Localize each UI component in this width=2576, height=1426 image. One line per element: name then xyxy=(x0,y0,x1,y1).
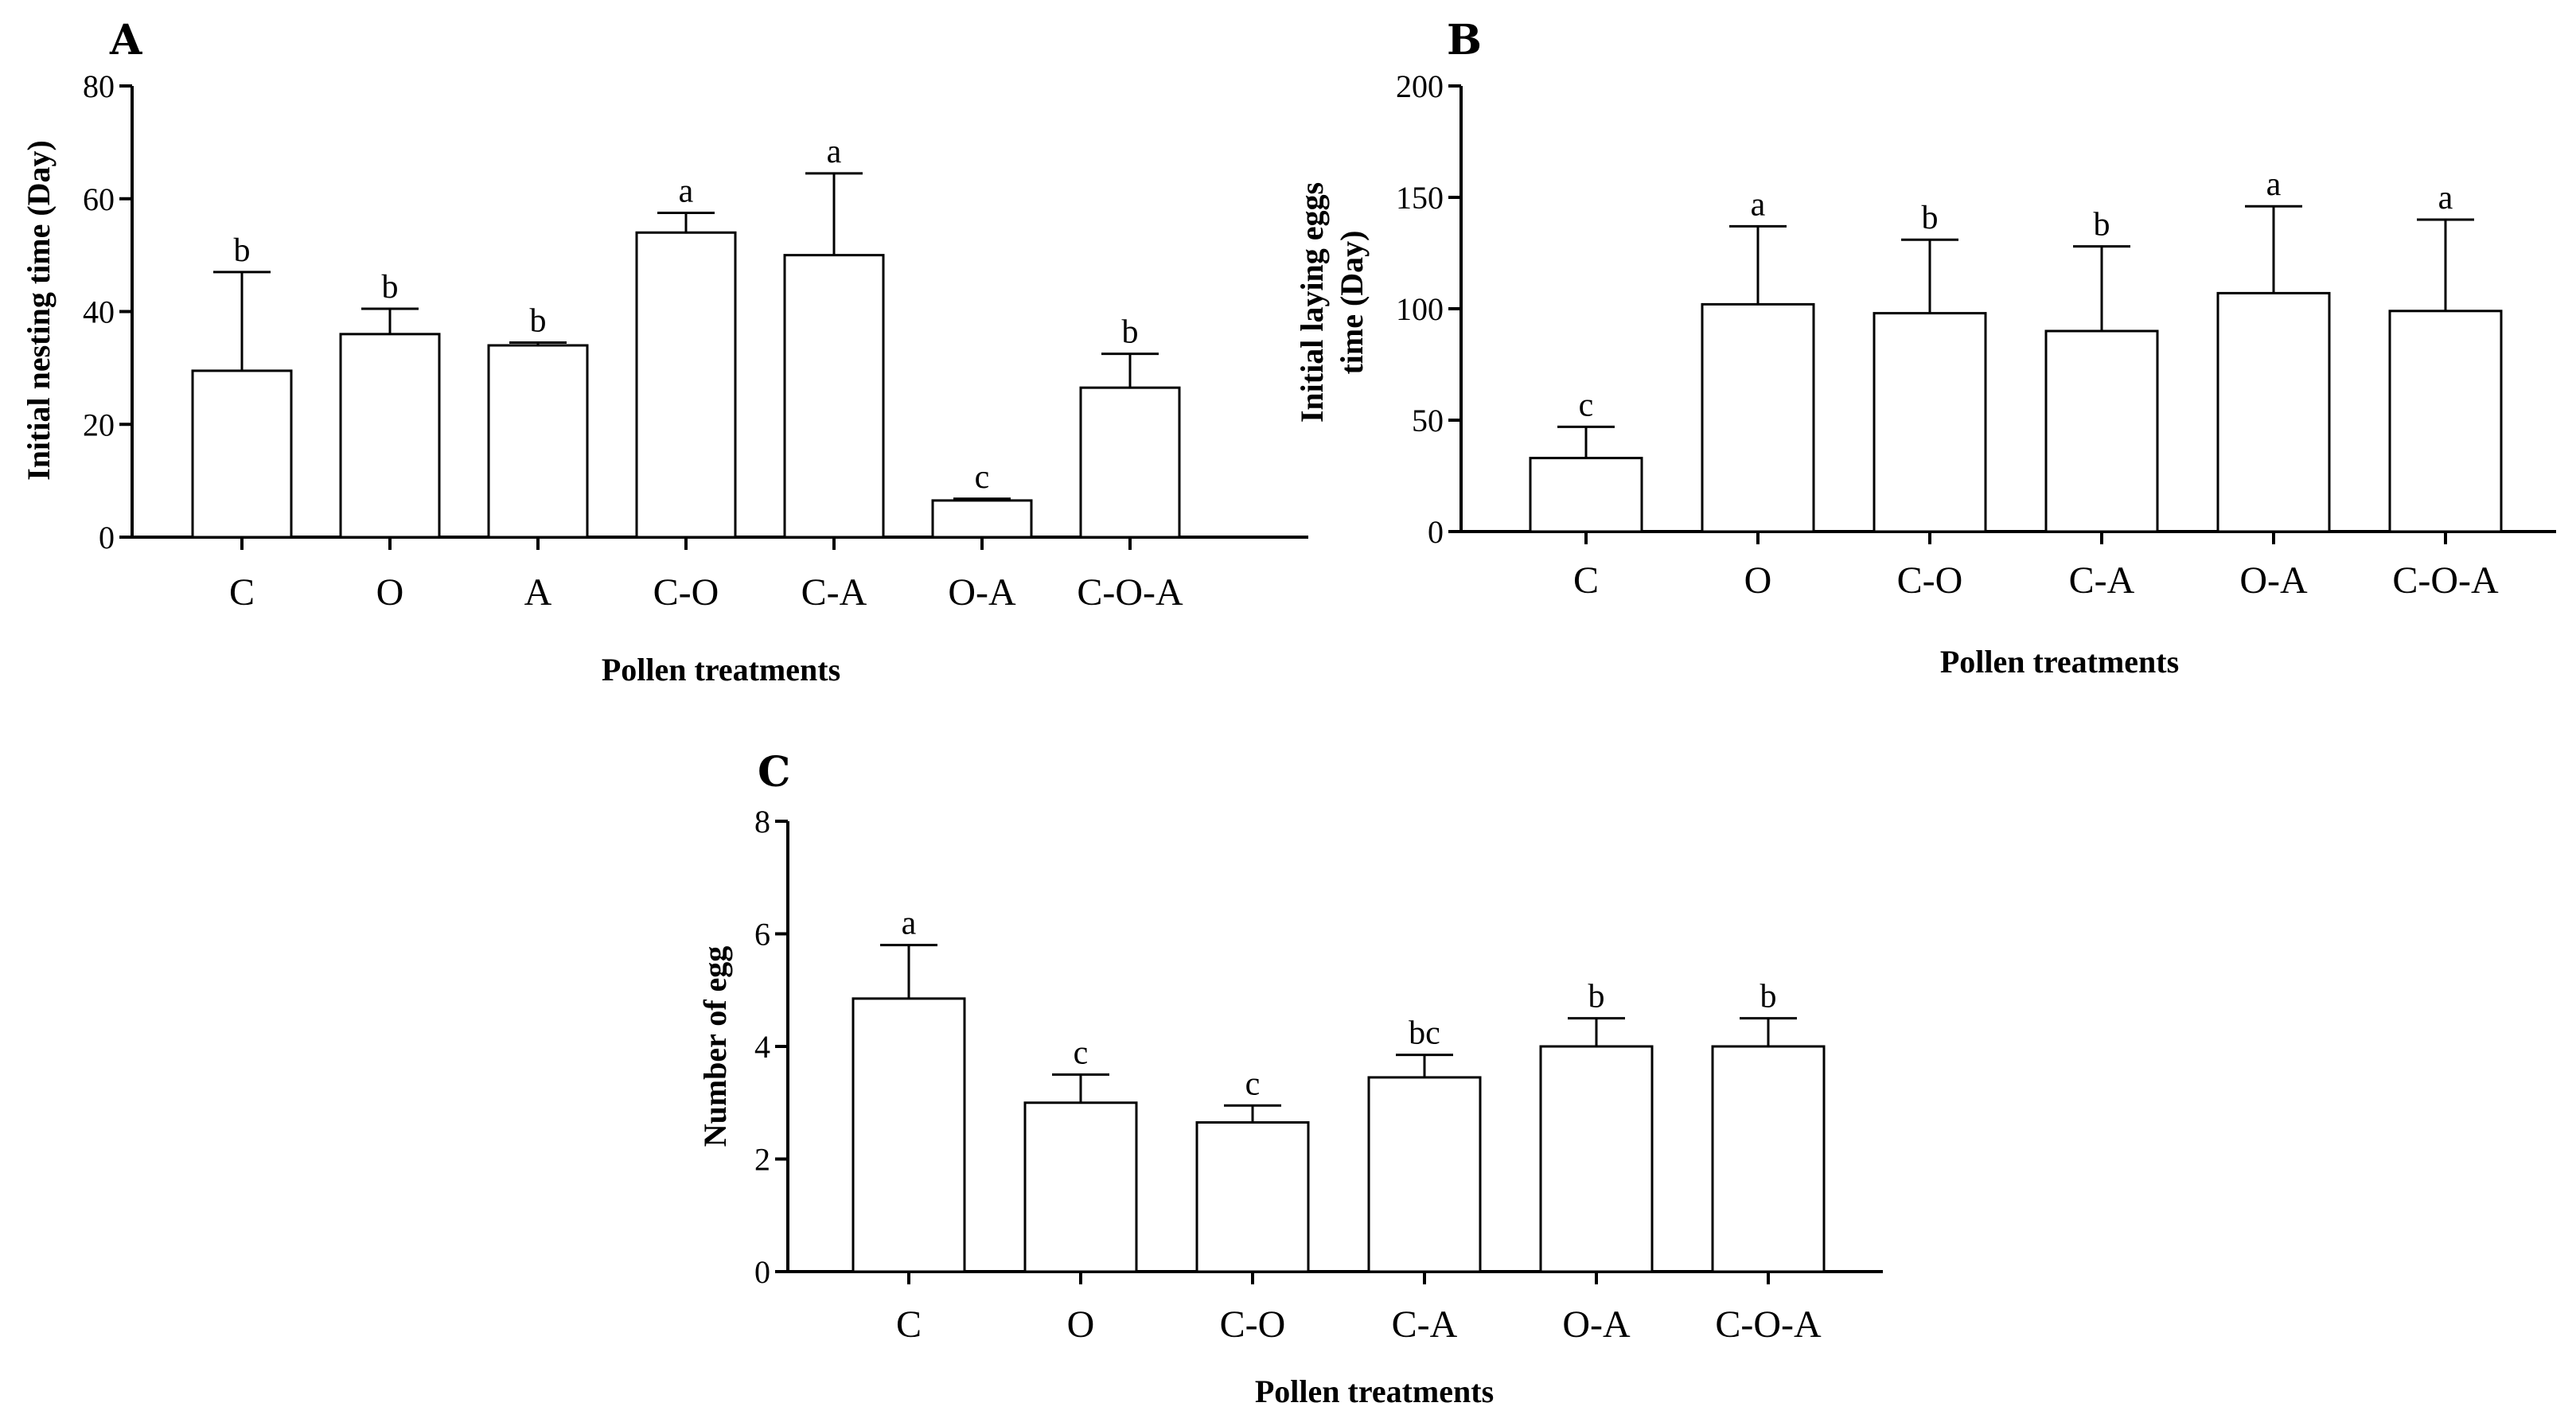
panel-b-x-tick-label: C-O-A xyxy=(2392,559,2499,602)
panel-c: C Number of egg Pollen treatments 0 2 4 6 8 a… xyxy=(697,748,1883,1409)
panel-a-significance-letter: b xyxy=(234,232,251,269)
panel-a-letter: A xyxy=(109,16,142,64)
panel-c-x-tick-label: O-A xyxy=(1562,1303,1631,1346)
panel-b-letter: B xyxy=(1447,16,1482,64)
panel-a-significance-letter: b xyxy=(382,269,399,306)
panel-c-y-axis-title: Number of egg xyxy=(697,946,733,1147)
panel-b-x-axis-title: Pollen treatments xyxy=(1940,644,2179,680)
panel-a-bar xyxy=(339,333,441,539)
panel-b-bar xyxy=(1873,312,1987,533)
panel-c-significance-letter: b xyxy=(1588,979,1605,1015)
panel-b-x-tick-label: C xyxy=(1573,559,1599,602)
panel-a-bar xyxy=(487,344,589,539)
panel-b-bar xyxy=(1701,302,1815,533)
panel-b-bar xyxy=(2388,310,2503,533)
panel-c-significance-letter: c xyxy=(1074,1034,1089,1071)
panel-b-significance-letter: b xyxy=(2094,207,2110,244)
panel-c-letter: C xyxy=(758,748,790,797)
panel-c-x-tick-label: C xyxy=(896,1303,922,1346)
panel-b-significance-letter: a xyxy=(1751,186,1766,223)
panel-c-significance-letter: c xyxy=(1245,1066,1261,1102)
panel-b-bar xyxy=(2044,329,2159,533)
panel-a-bar xyxy=(931,499,1033,539)
panel-a-significance-letter: a xyxy=(827,134,842,170)
panel-c-y-tick-label: 4 xyxy=(754,1029,770,1065)
panel-a-y-tick-label: 60 xyxy=(83,181,115,217)
panel-a-y-axis-title: Initial nesting time (Day) xyxy=(21,140,57,481)
panel-c-bar xyxy=(1539,1045,1654,1273)
panel-a-bar xyxy=(783,254,885,539)
panel-b-significance-letter: a xyxy=(2438,180,2453,216)
panel-a-x-tick-label: C-O xyxy=(653,571,719,614)
panel-a-x-tick-label: C-O-A xyxy=(1077,571,1183,614)
panel-b-y-tick-label: 150 xyxy=(1396,180,1444,216)
panel-a-x-axis-title: Pollen treatments xyxy=(602,652,840,688)
panel-b-y-tick-label: 50 xyxy=(1412,403,1444,438)
panel-b-y-tick-label: 0 xyxy=(1428,514,1444,550)
panel-b-y-tick-label: 100 xyxy=(1396,291,1444,327)
panel-a-y-tick-label: 20 xyxy=(83,407,115,442)
panel-b: B Initial laying eggs time (Day) Pollen … xyxy=(1294,16,2556,680)
panel-a-significance-letter: b xyxy=(1122,314,1139,351)
panel-a-x-tick-label: O-A xyxy=(948,571,1016,614)
panel-c-x-tick-label: O xyxy=(1067,1303,1095,1346)
panel-a-bar xyxy=(1079,386,1181,539)
panel-a-y-tick-label: 0 xyxy=(99,520,115,555)
panel-c-x-tick-label: C-A xyxy=(1392,1303,1458,1346)
panel-c-bar xyxy=(1367,1076,1482,1273)
panel-c-y-tick-label: 8 xyxy=(754,804,770,840)
panel-c-y-tick-label: 0 xyxy=(754,1254,770,1290)
panel-c-significance-letter: b xyxy=(1760,979,1777,1015)
panel-a-bar xyxy=(635,231,737,539)
panel-b-x-tick-label: O xyxy=(1744,559,1772,602)
panel-c-significance-letter: a xyxy=(902,906,917,942)
panel-c-plot: 0 2 4 6 8 a Cc Oc C-O bc C-A b O-A b C-O-A xyxy=(754,804,1883,1346)
panel-c-y-tick-label: 2 xyxy=(754,1142,770,1178)
panel-c-bar xyxy=(1711,1045,1826,1273)
panel-c-bar xyxy=(1023,1101,1138,1273)
panel-a-x-tick-label: C-A xyxy=(801,571,867,614)
panel-c-significance-letter: bc xyxy=(1409,1015,1440,1052)
panel-a-x-tick-label: C xyxy=(229,571,255,614)
panel-b-plot: 0 50 100 150 200 c Ca Ob C-O b C-A a O-A a C-O-A xyxy=(1396,68,2556,602)
panel-a-y-tick-label: 40 xyxy=(83,294,115,330)
panel-a-x-tick-label: A xyxy=(524,571,552,614)
panel-c-y-tick-label: 6 xyxy=(754,917,770,953)
panel-b-y-tick-label: 200 xyxy=(1396,68,1444,104)
panel-b-bar xyxy=(2216,291,2331,533)
panel-a-x-tick-label: O xyxy=(376,571,404,614)
panel-a-significance-letter: b xyxy=(530,302,547,339)
panel-b-x-tick-label: C-O xyxy=(1897,559,1963,602)
panel-a-significance-letter: c xyxy=(975,459,990,496)
panel-b-bar xyxy=(1529,457,1643,533)
panel-b-y-axis-title-line-1: Initial laying eggs xyxy=(1294,182,1330,423)
panel-c-bar xyxy=(1195,1121,1310,1273)
panel-c-x-axis-title: Pollen treatments xyxy=(1255,1373,1494,1409)
panel-a-bar xyxy=(191,369,293,539)
panel-b-x-tick-label: O-A xyxy=(2239,559,2308,602)
panel-a-plot: 0 20 40 60 80 b Cb Ob Aa C-O a C-A c O-A b C-O-A xyxy=(83,68,1308,614)
panel-b-significance-letter: a xyxy=(2266,166,2282,203)
panel-c-x-tick-label: C-O xyxy=(1220,1303,1286,1346)
panel-b-significance-letter: b xyxy=(1922,200,1939,236)
panel-a: A Initial nesting time (Day) Pollen trea… xyxy=(21,16,1308,688)
panel-a-significance-letter: a xyxy=(679,173,694,209)
panel-b-x-tick-label: C-A xyxy=(2069,559,2135,602)
panel-c-x-tick-label: C-O-A xyxy=(1715,1303,1822,1346)
panel-a-y-tick-label: 80 xyxy=(83,68,115,104)
panel-b-y-axis-title-line-2: time (Day) xyxy=(1334,230,1370,374)
panel-b-significance-letter: c xyxy=(1579,387,1594,423)
panel-c-bar xyxy=(852,997,966,1273)
